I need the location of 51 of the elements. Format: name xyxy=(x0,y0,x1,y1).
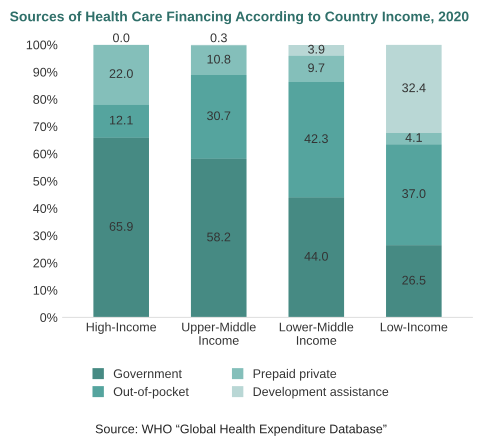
y-tick-label: 10% xyxy=(34,286,58,295)
source-note: Source: WHO “Global Health Expenditure Database” xyxy=(96,424,386,436)
bar xyxy=(190,46,247,75)
bar xyxy=(93,44,149,105)
data-label: 58.2 xyxy=(207,232,230,242)
y-tick-label: 100% xyxy=(26,40,58,50)
data-label: 37.0 xyxy=(402,189,426,198)
data-label: 42.3 xyxy=(304,134,328,144)
y-tick-label: 20% xyxy=(33,258,58,268)
data-label: 0.3 xyxy=(210,33,227,42)
bar xyxy=(93,104,149,138)
bar xyxy=(386,44,442,134)
data-label: 32.4 xyxy=(402,83,426,92)
legend-label: Prepaid private xyxy=(254,368,336,381)
y-tick-label: 80% xyxy=(33,95,58,104)
bar xyxy=(93,138,149,318)
y-tick-label: 0% xyxy=(40,313,58,322)
legend-label: Out-of-pocket xyxy=(114,386,189,399)
y-tick-label: 40% xyxy=(33,204,58,213)
data-label: 9.7 xyxy=(308,63,324,72)
y-tick-label: 90% xyxy=(33,68,58,77)
data-label: 30.7 xyxy=(207,111,230,120)
data-label: 3.9 xyxy=(308,44,324,54)
legend-label: Development assistance xyxy=(254,386,388,399)
data-label: 44.0 xyxy=(304,252,328,261)
x-tick-label: Low-Income xyxy=(380,322,448,332)
y-tick-label: 50% xyxy=(33,176,58,186)
y-tick-label: 30% xyxy=(33,231,58,240)
bar xyxy=(288,56,344,82)
data-label: 10.8 xyxy=(208,54,230,64)
data-label: 12.1 xyxy=(110,116,133,124)
bar xyxy=(190,74,247,159)
bar xyxy=(288,82,344,198)
x-tick-label: Upper-Middle Income xyxy=(182,322,256,345)
data-label: 65.9 xyxy=(110,222,133,231)
x-tick-label: High-Income xyxy=(86,322,156,334)
x-tick-label: Lower-Middle Income xyxy=(280,322,354,345)
data-label: 26.5 xyxy=(402,276,426,285)
data-label: 0.0 xyxy=(112,33,130,42)
bar xyxy=(288,44,344,56)
bar xyxy=(386,133,442,144)
y-tick-label: 70% xyxy=(33,122,58,132)
bar xyxy=(288,197,344,318)
bar xyxy=(190,158,247,318)
bar xyxy=(386,245,442,318)
data-label: 4.1 xyxy=(405,133,422,142)
bar xyxy=(386,144,442,246)
data-label: 22.0 xyxy=(110,69,133,78)
y-tick-label: 60% xyxy=(33,150,58,158)
legend-label: Government xyxy=(114,369,182,378)
chart-title: Sources of Health Care Financing According to Country Income, 2020 xyxy=(10,11,469,24)
